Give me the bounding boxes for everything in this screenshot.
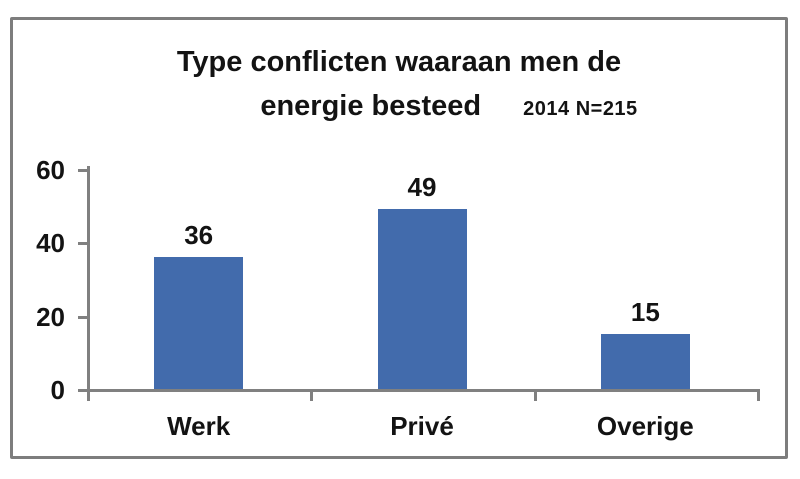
x-axis-tick [87, 389, 90, 401]
chart-title-line1: Type conflicten waaraan men de [176, 46, 622, 78]
bar-overige [600, 334, 690, 389]
y-axis-tick [78, 315, 90, 319]
chart-annotation: 2014 N=215 [523, 98, 638, 120]
chart-title-line2-text: energie besteed [260, 90, 482, 122]
y-axis-tick [78, 389, 90, 392]
bar-werk [154, 257, 244, 389]
y-axis-tick-label: 60 [36, 155, 65, 185]
chart-title-line2: energie besteed 2014 N=215 [63, 84, 800, 131]
x-axis-tick [310, 389, 314, 401]
bar-value-label: 36 [184, 220, 214, 250]
bar-value-label: 15 [630, 297, 660, 327]
x-axis-line [87, 389, 760, 392]
chart-frame: Type conflicten waaraan men de energie b… [10, 17, 788, 459]
x-axis-tick [757, 389, 760, 401]
chart-title: Type conflicten waaraan men de energie b… [13, 40, 785, 131]
x-axis-category-label: Werk [167, 411, 231, 441]
y-axis-tick [78, 242, 90, 246]
y-axis-tick-label: 0 [50, 375, 65, 405]
y-axis-line [87, 166, 90, 392]
y-axis-tick-label: 40 [36, 228, 65, 259]
x-axis-category-label: Overige [596, 411, 694, 441]
y-axis-tick [78, 169, 90, 172]
y-axis-tick-label: 20 [36, 301, 65, 332]
bar-value-label: 49 [407, 172, 437, 203]
x-axis-category-label: Privé [390, 411, 454, 441]
bar-privé [377, 209, 467, 389]
x-axis-tick [533, 389, 537, 401]
